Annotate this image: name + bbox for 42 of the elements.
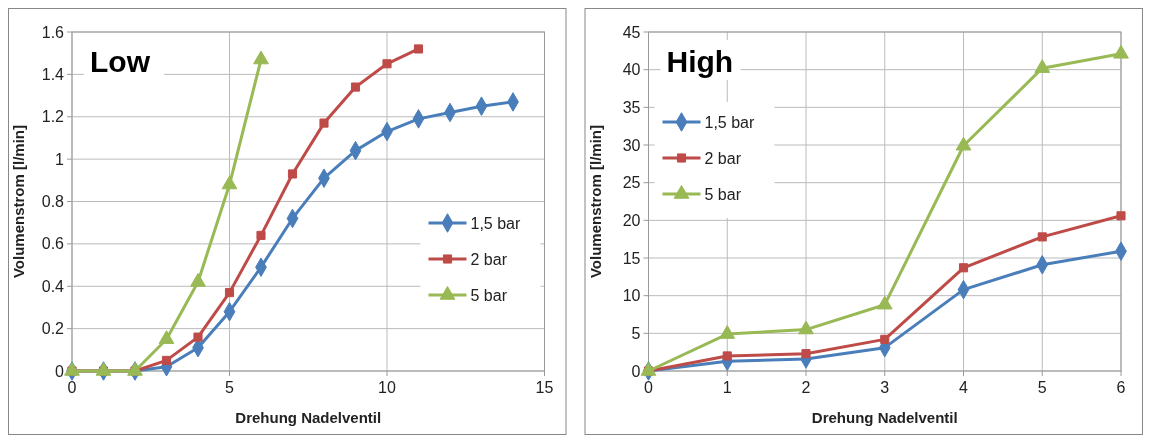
legend-label: 1,5 bar bbox=[704, 113, 755, 131]
y-tick-label: 25 bbox=[622, 174, 641, 192]
y-tick-label: 0 bbox=[55, 362, 65, 380]
x-tick-label: 5 bbox=[1037, 379, 1047, 396]
legend-label: 2 bar bbox=[704, 149, 742, 167]
y-tick-label: 0 bbox=[631, 362, 641, 380]
y-tick-label: 1.2 bbox=[41, 108, 65, 126]
y-tick-label: 20 bbox=[622, 211, 641, 229]
legend-label: 5 bar bbox=[470, 286, 508, 304]
x-tick-label: 6 bbox=[1116, 379, 1126, 396]
y-tick-label: 15 bbox=[622, 249, 641, 267]
y-axis-title: Volumenstrom [l/min] bbox=[586, 124, 604, 279]
x-tick-label: 0 bbox=[644, 379, 654, 396]
y-tick-label: 1.6 bbox=[41, 23, 65, 41]
y-tick-label: 0.8 bbox=[41, 193, 65, 211]
y-tick-label: 5 bbox=[631, 324, 641, 342]
chart-title: Low bbox=[90, 45, 151, 78]
y-tick-label: 1 bbox=[55, 150, 65, 168]
legend-label: 5 bar bbox=[704, 185, 742, 203]
legend-label: 1,5 bar bbox=[470, 214, 521, 232]
y-tick-label: 0.6 bbox=[41, 235, 65, 253]
x-tick-label: 10 bbox=[378, 379, 396, 396]
y-tick-label: 35 bbox=[622, 98, 641, 116]
y-tick-label: 10 bbox=[622, 287, 641, 305]
x-tick-label: 0 bbox=[67, 379, 77, 396]
x-axis-title: Drehung Nadelventil bbox=[811, 409, 958, 426]
y-tick-label: 1.4 bbox=[41, 65, 65, 83]
x-tick-label: 2 bbox=[801, 379, 811, 396]
y-tick-label: 0.4 bbox=[41, 277, 65, 295]
x-tick-label: 5 bbox=[225, 379, 235, 396]
chart-title: High bbox=[666, 45, 734, 78]
y-tick-label: 30 bbox=[622, 136, 641, 154]
x-tick-label: 4 bbox=[959, 379, 969, 396]
x-axis-title: Drehung Nadelventil bbox=[235, 409, 382, 426]
y-tick-label: 40 bbox=[622, 61, 641, 79]
y-tick-label: 45 bbox=[622, 23, 641, 41]
y-axis-title: Volumenstrom [l/min] bbox=[10, 124, 27, 279]
x-tick-label: 1 bbox=[722, 379, 732, 396]
y-tick-label: 0.2 bbox=[41, 320, 65, 338]
x-tick-label: 15 bbox=[535, 379, 554, 396]
x-tick-label: 3 bbox=[880, 379, 890, 396]
legend-label: 2 bar bbox=[470, 250, 508, 268]
